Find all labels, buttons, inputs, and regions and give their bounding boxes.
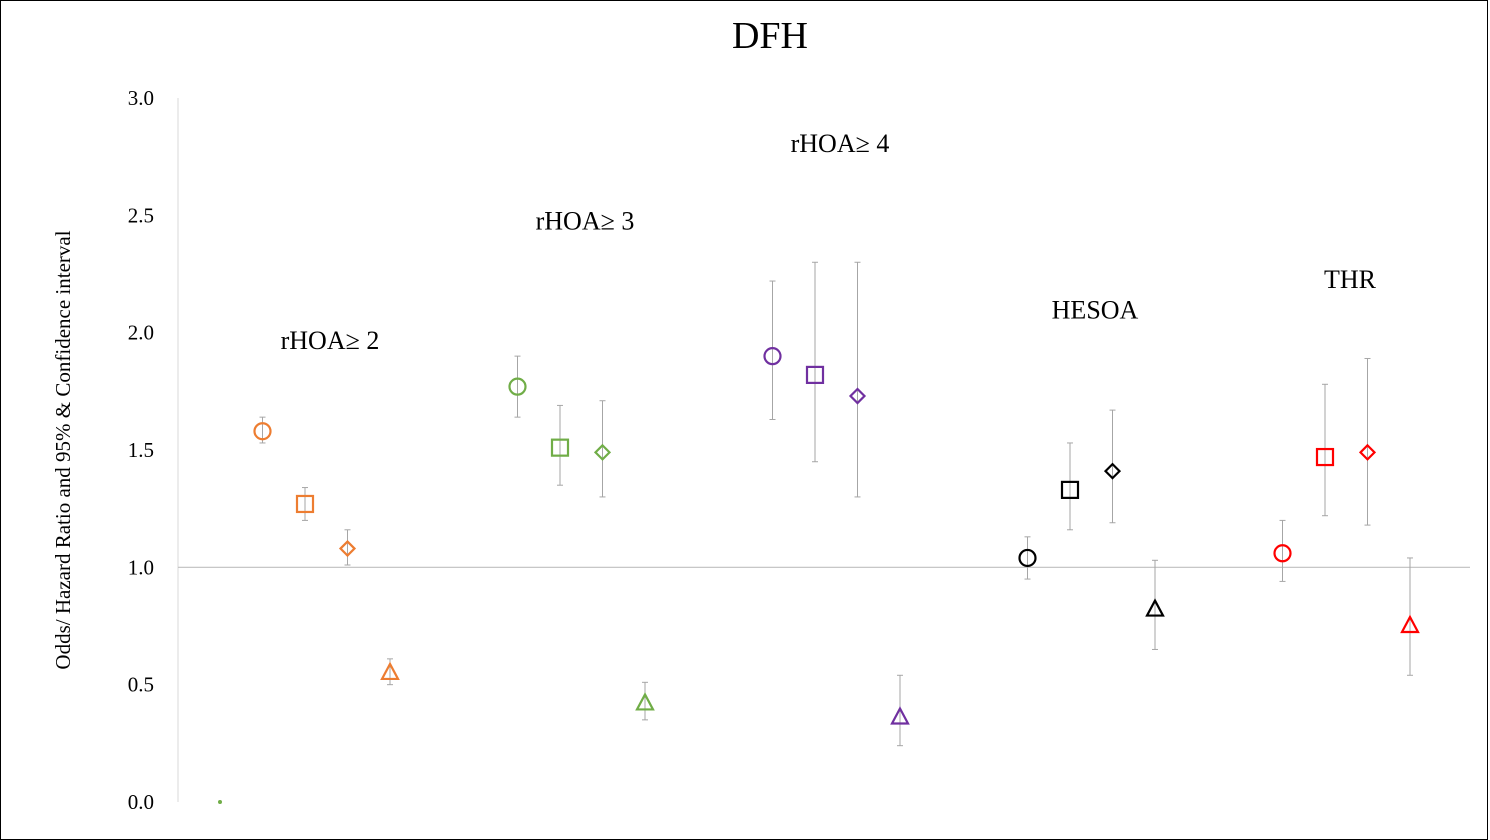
group-label-layer: rHOA≥ 2 rHOA≥ 3 rHOA≥ 4 HESOA THR bbox=[281, 129, 1377, 355]
marker-triangle bbox=[635, 692, 655, 711]
stray-point bbox=[218, 800, 222, 804]
chart-title: DFH bbox=[732, 15, 808, 57]
group-label: THR bbox=[1324, 265, 1377, 294]
group-label: HESOA bbox=[1052, 296, 1139, 325]
marker-square bbox=[550, 438, 570, 457]
marker-diamond bbox=[1358, 443, 1377, 461]
marker-square bbox=[1060, 480, 1080, 499]
marker-circle bbox=[763, 347, 782, 366]
y-tick-label: 2.0 bbox=[128, 321, 154, 345]
marker-square bbox=[295, 494, 315, 514]
y-tick-label: 1.0 bbox=[128, 555, 154, 579]
marker-circle bbox=[253, 422, 272, 441]
marker-layer bbox=[218, 347, 1420, 804]
y-axis: 0.0 0.5 1.0 1.5 2.0 2.5 3.0 bbox=[128, 86, 179, 814]
marker-circle bbox=[1273, 544, 1292, 563]
marker-triangle bbox=[1145, 598, 1165, 617]
error-bar-layer bbox=[259, 261, 1413, 747]
marker-circle bbox=[508, 377, 527, 396]
group-label: rHOA≥ 4 bbox=[791, 129, 890, 158]
marker-triangle bbox=[1400, 614, 1420, 634]
y-tick-label: 0.0 bbox=[128, 790, 154, 814]
marker-square bbox=[1315, 447, 1335, 467]
marker-diamond bbox=[338, 540, 357, 558]
y-tick-label: 0.5 bbox=[128, 673, 154, 697]
marker-diamond bbox=[1103, 462, 1122, 480]
group-label: rHOA≥ 3 bbox=[536, 206, 635, 235]
marker-diamond bbox=[593, 443, 612, 461]
y-axis-label: Odds/ Hazard Ratio and 95% & Confidence … bbox=[51, 230, 75, 669]
group-label: rHOA≥ 2 bbox=[281, 326, 380, 355]
marker-triangle bbox=[890, 706, 910, 725]
marker-circle bbox=[1018, 548, 1037, 568]
y-tick-label: 3.0 bbox=[128, 86, 154, 110]
y-tick-label: 2.5 bbox=[128, 203, 154, 227]
marker-square bbox=[805, 365, 825, 385]
marker-diamond bbox=[848, 387, 867, 405]
marker-triangle bbox=[380, 661, 400, 681]
y-tick-label: 1.5 bbox=[128, 438, 154, 462]
